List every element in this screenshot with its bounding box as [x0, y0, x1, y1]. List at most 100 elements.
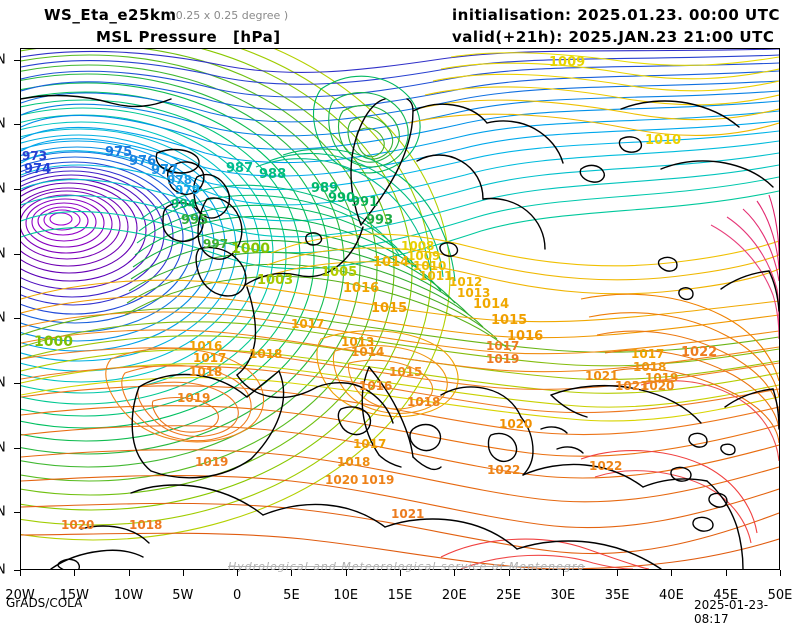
- y-tick-label: N: [0, 310, 6, 326]
- x-tick-label: 15E: [387, 588, 413, 603]
- contour-label: 1011: [419, 269, 453, 283]
- field-units: [hPa]: [233, 28, 281, 46]
- y-tick: [14, 60, 20, 61]
- x-tick-label: 10W: [113, 588, 144, 603]
- contour-label: 1014: [351, 345, 385, 359]
- orange-contours: [21, 279, 779, 569]
- x-tick-label: 40E: [659, 588, 684, 603]
- contour-label: 1010: [413, 259, 447, 273]
- contour-label: 978: [167, 173, 193, 187]
- x-tick-label: 25E: [496, 588, 521, 603]
- contour-label: 1019: [195, 455, 229, 469]
- grads-credit: GrADS/COLA: [6, 596, 83, 610]
- y-tick-label: N: [0, 246, 6, 262]
- contour-label: 1021: [615, 379, 649, 393]
- x-tick: [182, 570, 184, 576]
- initialisation-time: initialisation: 2025.01.23. 00:00 UTC: [452, 6, 780, 24]
- model-title: WS_Eta_e25km: [44, 6, 177, 24]
- contour-label: 997: [203, 237, 229, 251]
- contour-label: 1015: [389, 365, 423, 379]
- y-tick: [14, 189, 20, 190]
- contour-label: 1008: [401, 239, 435, 253]
- contour-label: 1022: [589, 459, 623, 473]
- y-tick-label: N: [0, 116, 6, 132]
- y-tick: [14, 512, 20, 513]
- contour-label: 1021: [585, 369, 619, 383]
- contour-map: [21, 49, 779, 569]
- contour-label: 1013: [457, 286, 491, 300]
- contour-label: 1010: [645, 133, 682, 148]
- contour-label: 1022: [681, 345, 718, 360]
- contour-label: 1009: [407, 249, 441, 263]
- x-tick-label: 35E: [604, 588, 630, 603]
- contour-label: 1018: [407, 395, 441, 409]
- yellow-contours: [262, 52, 779, 295]
- x-tick: [508, 570, 510, 576]
- contour-label: 1020: [325, 473, 359, 487]
- x-tick-label: 0: [233, 588, 242, 603]
- contour-label: 1017: [631, 347, 665, 361]
- x-tick-label: 30E: [550, 588, 576, 603]
- x-tick: [237, 570, 239, 576]
- contour-label: 1015: [491, 313, 528, 328]
- contour-label: 1005: [321, 265, 358, 280]
- x-tick-label: 45E: [713, 588, 739, 603]
- y-tick: [14, 254, 20, 255]
- contour-label: 1003: [257, 273, 294, 288]
- y-tick-label: N: [0, 375, 6, 391]
- y-tick: [14, 570, 20, 571]
- green-contours: [124, 75, 512, 352]
- x-tick-label: 20E: [441, 588, 467, 603]
- contour-label: 1016: [189, 339, 223, 353]
- contour-label: 989: [311, 181, 339, 196]
- contour-label: 1018: [249, 347, 283, 361]
- x-tick: [345, 570, 347, 576]
- mid-cyan-contours: [21, 140, 779, 270]
- y-tick: [14, 383, 20, 384]
- x-tick: [671, 570, 673, 576]
- contour-label: 1018: [189, 365, 223, 379]
- contour-label: 1000: [231, 241, 270, 257]
- x-tick: [128, 570, 130, 576]
- contour-label: 976: [129, 154, 157, 169]
- valid-time: valid(+21h): 2025.JAN.23 21:00 UTC: [452, 28, 775, 46]
- contour-label: 1018: [633, 360, 667, 374]
- contour-label: 990: [328, 191, 356, 206]
- x-tick: [725, 570, 727, 576]
- map-plot-area[interactable]: 973 974 975 976 977 978 979 987 988 989 …: [20, 48, 780, 570]
- contour-label: 975: [105, 145, 133, 160]
- contour-label: 1019: [177, 391, 211, 405]
- field-title: MSL Pressure: [96, 28, 218, 46]
- contour-label: 995: [181, 213, 209, 228]
- x-tick-label: 10E: [333, 588, 359, 603]
- contour-label: 1019: [645, 371, 679, 385]
- contour-label: 977: [151, 163, 179, 178]
- x-tick: [291, 570, 293, 576]
- contour-label: 973: [22, 149, 48, 163]
- contour-label: 1009: [549, 55, 586, 70]
- y-tick-label: N: [0, 52, 6, 68]
- contour-label: 1014: [473, 297, 510, 312]
- contour-label: 993: [366, 213, 394, 228]
- contour-label: 979: [175, 183, 201, 197]
- x-tick: [562, 570, 564, 576]
- y-tick-label: N: [0, 181, 6, 197]
- contour-label: 1017: [353, 437, 387, 451]
- x-tick: [74, 570, 76, 576]
- coastlines: [21, 94, 779, 569]
- x-tick-label: 5E: [283, 588, 300, 603]
- contour-label: 1016: [343, 281, 380, 296]
- x-tick: [454, 570, 456, 576]
- y-tick: [14, 448, 20, 449]
- contour-label: 1021: [391, 507, 425, 521]
- contour-label: 1016: [359, 379, 393, 393]
- contour-label: 991: [351, 195, 379, 210]
- contour-label: 988: [259, 167, 287, 182]
- contour-label: 1015: [371, 301, 408, 316]
- x-tick: [400, 570, 401, 576]
- contour-label: 1019: [361, 473, 395, 487]
- contour-label: 1013: [341, 335, 375, 349]
- x-tick-label: 50E: [767, 588, 793, 603]
- x-tick-label: 15W: [59, 588, 89, 603]
- contour-label: 994: [171, 197, 197, 211]
